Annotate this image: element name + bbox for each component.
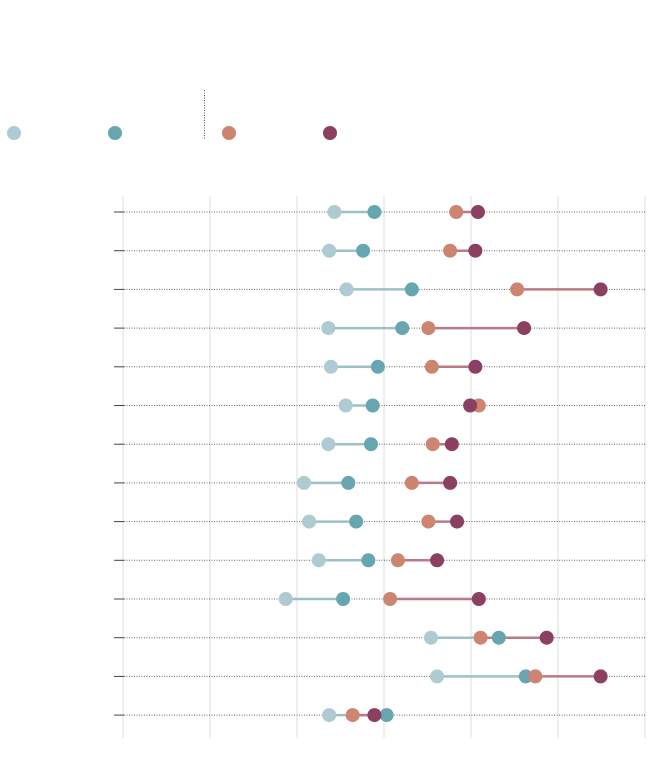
point-series-c — [390, 553, 405, 568]
point-series-b — [491, 630, 506, 645]
point-series-b — [341, 475, 356, 490]
point-series-d — [443, 475, 458, 490]
point-series-d — [450, 514, 465, 529]
point-series-c — [421, 514, 436, 529]
point-series-d — [468, 243, 483, 258]
point-series-b — [365, 398, 380, 413]
point-series-c — [383, 592, 398, 606]
point-series-a — [339, 282, 354, 297]
point-series-d — [539, 630, 554, 645]
legend-marker-series-d — [323, 126, 337, 140]
point-series-d — [367, 708, 382, 723]
point-series-b — [363, 437, 378, 452]
point-series-b — [356, 243, 371, 258]
point-series-c — [425, 437, 440, 452]
chart-rows — [114, 211, 645, 716]
point-series-a — [278, 592, 293, 606]
point-series-c — [443, 243, 458, 258]
point-series-d — [470, 205, 485, 219]
point-series-c — [449, 205, 464, 219]
point-series-d — [463, 398, 478, 413]
point-series-c — [473, 630, 488, 645]
point-series-b — [336, 592, 351, 606]
legend-marker-series-b — [108, 126, 122, 140]
point-series-c — [404, 475, 419, 490]
point-series-a — [323, 359, 338, 374]
point-series-a — [322, 708, 337, 723]
point-series-a — [296, 475, 311, 490]
point-series-a — [302, 514, 317, 529]
point-series-a — [322, 243, 337, 258]
chart-grid — [122, 196, 646, 738]
point-series-a — [430, 669, 445, 684]
point-series-d — [430, 553, 445, 568]
point-series-b — [349, 514, 364, 529]
chart-marks — [278, 205, 608, 723]
chart-legend — [7, 90, 337, 140]
point-series-a — [321, 321, 336, 336]
point-series-b — [361, 553, 376, 568]
point-series-a — [423, 630, 438, 645]
point-series-d — [517, 321, 532, 336]
point-series-c — [421, 321, 436, 336]
legend-marker-series-c — [222, 126, 236, 140]
point-series-d — [593, 669, 608, 684]
point-series-c — [424, 359, 439, 374]
point-series-b — [518, 669, 533, 684]
point-series-b — [395, 321, 410, 336]
point-series-d — [593, 282, 608, 297]
point-series-a — [338, 398, 353, 413]
point-series-b — [404, 282, 419, 297]
point-series-a — [311, 553, 326, 568]
point-series-c — [345, 708, 360, 723]
point-series-a — [327, 205, 342, 219]
point-series-b — [367, 205, 382, 219]
point-series-c — [528, 669, 543, 684]
point-series-d — [444, 437, 459, 452]
point-series-d — [471, 592, 486, 606]
point-series-b — [379, 708, 394, 723]
point-series-b — [370, 359, 385, 374]
point-series-a — [321, 437, 336, 452]
legend-marker-series-a — [7, 126, 21, 140]
point-series-d — [468, 359, 483, 374]
point-series-c — [510, 282, 525, 297]
